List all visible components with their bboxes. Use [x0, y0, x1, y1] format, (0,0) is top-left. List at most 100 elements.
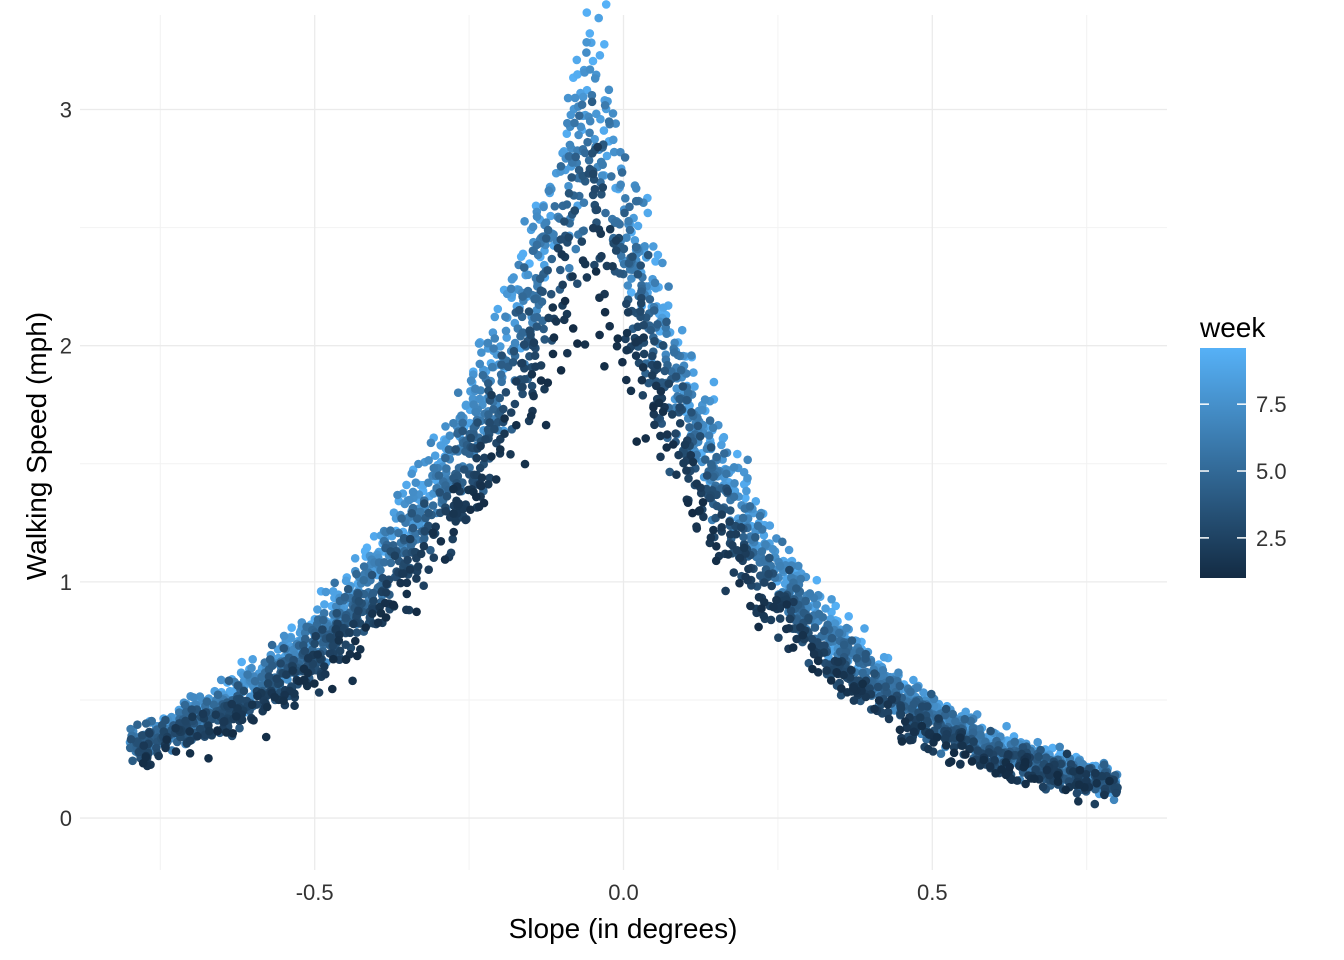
- grid-lines: [80, 15, 1167, 870]
- scatter-point: [457, 411, 466, 421]
- scatter-point: [458, 426, 467, 436]
- scatter-point: [479, 498, 489, 508]
- scatter-point: [141, 753, 151, 762]
- scatter-point: [688, 457, 698, 467]
- scatter-point: [512, 420, 521, 430]
- scatter-point: [485, 473, 495, 483]
- scatter-point: [261, 732, 271, 742]
- scatter-point: [560, 296, 570, 306]
- scatter-point: [543, 266, 552, 275]
- scatter-point: [585, 29, 595, 38]
- scatter-point: [687, 408, 696, 417]
- scatter-point: [531, 294, 541, 303]
- scatter-point: [420, 526, 430, 536]
- scatter-point: [792, 634, 801, 644]
- scatter-point: [508, 357, 518, 367]
- scatter-point: [485, 418, 495, 427]
- scatter-point: [608, 109, 618, 118]
- scatter-point: [524, 307, 534, 316]
- legend-tick-label: 5.0: [1256, 459, 1287, 484]
- scatter-point: [631, 242, 641, 252]
- scatter-point: [609, 147, 619, 157]
- scatter-point: [568, 324, 578, 333]
- scatter-point: [756, 571, 765, 580]
- scatter-point: [831, 601, 840, 611]
- scatter-point: [497, 360, 506, 369]
- scatter-point: [386, 526, 395, 535]
- scatter-point: [1091, 768, 1100, 778]
- scatter-point: [396, 578, 405, 588]
- scatter-point: [489, 344, 498, 353]
- scatter-point: [459, 465, 469, 474]
- scatter-point: [282, 670, 291, 679]
- scatter-point: [590, 74, 600, 83]
- scatter-point: [1081, 770, 1091, 779]
- scatter-point: [796, 574, 806, 584]
- scatter-point: [237, 657, 246, 667]
- scatter-point: [702, 471, 712, 480]
- scatter-point: [985, 762, 995, 771]
- scatter-point: [641, 434, 650, 443]
- scatter-point: [356, 645, 365, 654]
- scatter-point: [958, 741, 967, 750]
- x-tick-label: 0.5: [917, 880, 948, 905]
- scatter-point: [476, 441, 485, 451]
- scatter-point: [527, 381, 537, 391]
- scatter-point: [923, 744, 933, 754]
- scatter-point: [917, 702, 927, 711]
- scatter-point: [709, 525, 718, 535]
- scatter-point: [500, 414, 509, 423]
- scatter-point: [873, 682, 883, 692]
- scatter-point: [527, 370, 537, 379]
- scatter-point: [517, 359, 526, 368]
- scatter-point: [405, 565, 415, 574]
- scatter-point: [573, 70, 582, 79]
- scatter-point: [429, 463, 439, 473]
- scatter-point: [801, 596, 810, 606]
- scatter-point: [592, 109, 601, 119]
- scatter-point: [354, 606, 363, 616]
- scatter-point: [820, 641, 829, 650]
- scatter-point: [352, 569, 361, 579]
- scatter-point: [707, 460, 716, 470]
- scatter-point: [287, 623, 297, 632]
- scatter-point: [550, 202, 560, 211]
- scatter-point: [622, 375, 631, 385]
- scatter-point: [500, 429, 509, 439]
- scatter-point: [813, 656, 823, 665]
- scatter-point: [658, 407, 668, 417]
- scatter-point: [755, 511, 765, 521]
- scatter-point: [1072, 789, 1082, 798]
- scatter-point: [706, 533, 716, 542]
- scatter-point: [556, 366, 566, 375]
- scatter-point: [330, 578, 340, 588]
- scatter-point: [198, 709, 208, 719]
- scatter-point: [821, 604, 830, 613]
- scatter-point: [860, 624, 869, 633]
- scatter-point: [572, 55, 582, 65]
- scatter-point: [137, 731, 147, 740]
- scatter-point: [444, 445, 454, 454]
- scatter-point: [546, 289, 556, 299]
- scatter-point: [664, 282, 673, 291]
- scatter-point: [679, 458, 688, 468]
- scatter-point: [490, 312, 500, 322]
- scatter-point: [352, 651, 362, 661]
- scatter-point: [213, 726, 222, 736]
- scatter-point: [1048, 743, 1057, 753]
- scatter-point: [161, 743, 170, 753]
- scatter-point: [1007, 775, 1016, 784]
- scatter-point: [729, 492, 739, 502]
- scatter-point: [556, 162, 566, 171]
- scatter-point: [765, 553, 774, 563]
- scatter-point: [705, 493, 714, 503]
- scatter-point: [560, 315, 569, 325]
- scatter-point: [812, 575, 822, 585]
- scatter-point: [607, 172, 616, 181]
- scatter-point: [1004, 750, 1013, 759]
- scatter-point: [669, 440, 678, 449]
- scatter-point: [195, 724, 205, 734]
- scatter-point: [782, 624, 791, 634]
- scatter-point: [416, 549, 426, 559]
- scatter-point: [424, 565, 434, 574]
